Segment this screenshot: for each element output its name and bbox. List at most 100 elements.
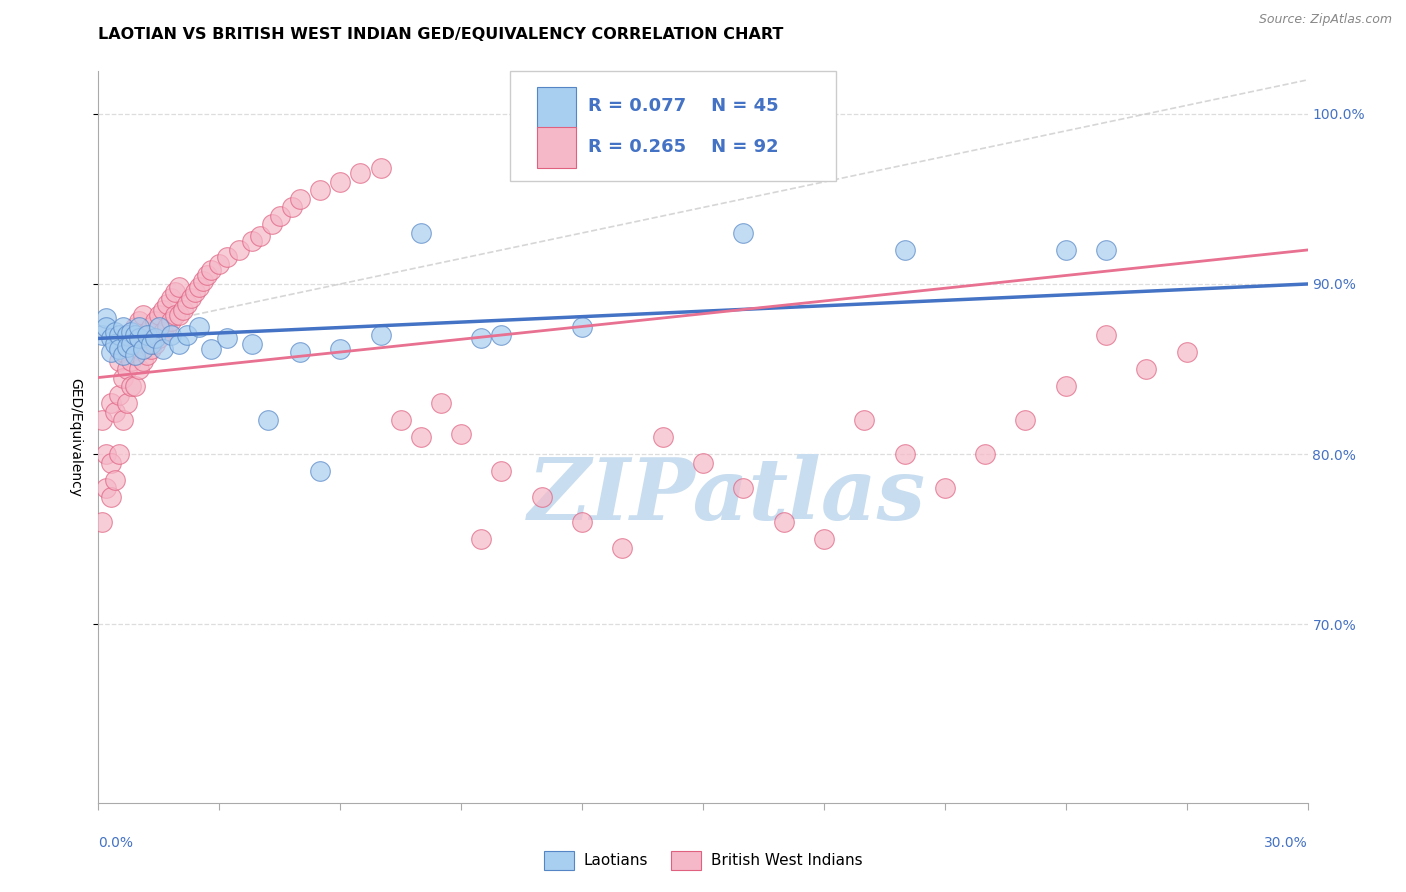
Point xyxy=(107,342,129,356)
Point xyxy=(128,314,150,328)
Point xyxy=(115,328,138,343)
Point xyxy=(692,456,714,470)
Point xyxy=(107,447,129,461)
Point xyxy=(135,325,157,339)
Point xyxy=(103,325,125,339)
Point xyxy=(124,348,146,362)
Point xyxy=(100,345,122,359)
Point xyxy=(91,413,114,427)
Point xyxy=(163,285,186,300)
FancyBboxPatch shape xyxy=(537,127,576,168)
Point xyxy=(100,456,122,470)
Point xyxy=(111,348,134,362)
Point xyxy=(1175,345,1198,359)
FancyBboxPatch shape xyxy=(537,87,576,128)
Text: R = 0.265    N = 92: R = 0.265 N = 92 xyxy=(588,138,779,156)
Point xyxy=(167,336,190,351)
Point xyxy=(91,328,114,343)
Point xyxy=(188,280,211,294)
Point xyxy=(249,229,271,244)
Point xyxy=(281,201,304,215)
Point xyxy=(491,464,513,478)
Point xyxy=(409,430,432,444)
Point xyxy=(733,226,755,240)
Point xyxy=(160,328,183,343)
Point xyxy=(96,447,118,461)
Point xyxy=(148,308,170,322)
Point xyxy=(107,387,129,401)
Point xyxy=(450,426,472,441)
Point xyxy=(329,342,352,356)
Point xyxy=(128,342,150,356)
Point xyxy=(184,285,207,300)
Point xyxy=(370,328,392,343)
Point xyxy=(120,325,142,339)
Point xyxy=(240,235,263,249)
Point xyxy=(470,331,492,345)
Point xyxy=(193,274,215,288)
Point xyxy=(115,396,138,410)
Point xyxy=(152,342,174,356)
Point xyxy=(143,336,166,351)
Y-axis label: GED/Equivalency: GED/Equivalency xyxy=(67,377,82,497)
Point xyxy=(148,331,170,345)
Point xyxy=(974,447,997,461)
Point xyxy=(167,280,190,294)
Point xyxy=(208,256,231,270)
Point xyxy=(124,328,146,343)
Point xyxy=(172,302,194,317)
Point xyxy=(288,192,311,206)
Point xyxy=(120,379,142,393)
Point xyxy=(103,336,125,351)
Point xyxy=(228,243,250,257)
Point xyxy=(124,319,146,334)
Point xyxy=(571,515,593,529)
Point xyxy=(176,328,198,343)
Point xyxy=(124,379,146,393)
Point xyxy=(107,328,129,343)
Point xyxy=(430,396,453,410)
Point xyxy=(200,342,222,356)
Text: LAOTIAN VS BRITISH WEST INDIAN GED/EQUIVALENCY CORRELATION CHART: LAOTIAN VS BRITISH WEST INDIAN GED/EQUIV… xyxy=(98,27,783,42)
Point xyxy=(148,319,170,334)
Point xyxy=(103,404,125,418)
Point xyxy=(893,243,915,257)
Point xyxy=(91,515,114,529)
Point xyxy=(111,319,134,334)
Point xyxy=(1014,413,1036,427)
Point xyxy=(309,183,332,197)
Point xyxy=(107,353,129,368)
Point xyxy=(100,331,122,345)
Point xyxy=(195,268,218,283)
Point xyxy=(128,362,150,376)
Point xyxy=(217,250,239,264)
Point xyxy=(132,342,155,356)
Point xyxy=(128,331,150,345)
Point xyxy=(349,166,371,180)
Point xyxy=(96,481,118,495)
Point xyxy=(132,308,155,322)
Legend: Laotians, British West Indians: Laotians, British West Indians xyxy=(537,845,869,876)
Point xyxy=(409,226,432,240)
Point xyxy=(100,396,122,410)
Point xyxy=(115,362,138,376)
Point xyxy=(491,328,513,343)
Point xyxy=(115,328,138,343)
Point xyxy=(115,340,138,354)
Text: 0.0%: 0.0% xyxy=(98,836,134,850)
Point xyxy=(156,319,179,334)
Point xyxy=(132,331,155,345)
Point xyxy=(111,413,134,427)
Point xyxy=(530,490,553,504)
Point xyxy=(176,297,198,311)
Point xyxy=(103,473,125,487)
Point xyxy=(370,161,392,176)
Point xyxy=(143,331,166,345)
Point xyxy=(188,319,211,334)
Text: 30.0%: 30.0% xyxy=(1264,836,1308,850)
Point xyxy=(813,532,835,546)
Point xyxy=(329,175,352,189)
Point xyxy=(260,218,283,232)
Point xyxy=(163,308,186,322)
Point xyxy=(96,319,118,334)
